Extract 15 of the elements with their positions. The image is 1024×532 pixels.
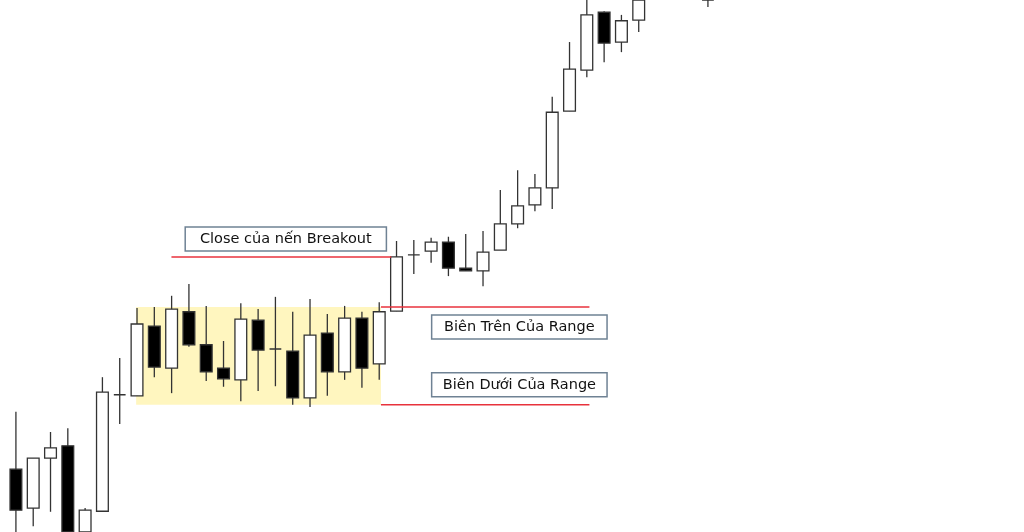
- candlestick: [476, 230, 490, 287]
- ref-line-label: Close của nến Breakout: [199, 229, 372, 246]
- candlestick: [459, 233, 473, 272]
- ref-line-label: Biên Trên Của Range: [444, 317, 595, 334]
- candlestick: [511, 169, 525, 229]
- ref-line-label: Biên Dưới Của Range: [442, 375, 597, 392]
- candlestick: [424, 237, 438, 264]
- candlestick: [216, 340, 231, 388]
- candlestick: [701, 0, 715, 8]
- candlestick: [268, 296, 282, 387]
- candlestick: [113, 357, 127, 425]
- candlestick: [528, 173, 542, 212]
- candlestick: [407, 239, 421, 275]
- candlestick: [614, 14, 628, 53]
- candlestick: [43, 431, 58, 513]
